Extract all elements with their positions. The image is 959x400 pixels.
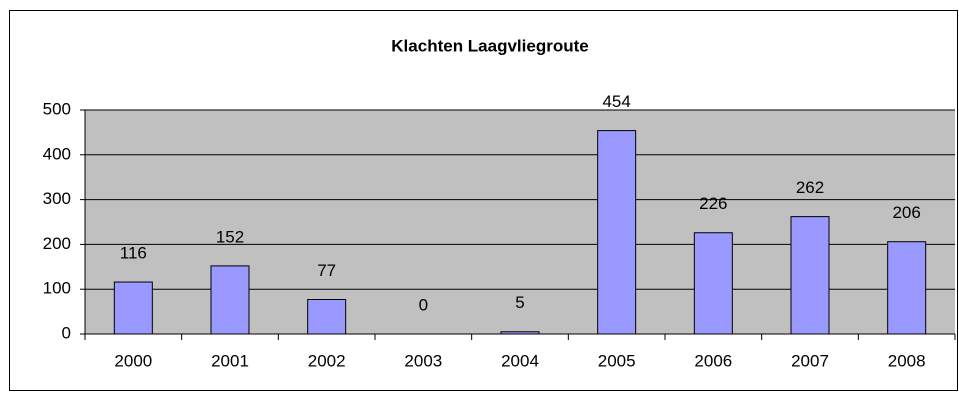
data-label: 226 — [699, 194, 727, 213]
bar — [693, 232, 733, 335]
y-tick-label: 400 — [43, 144, 71, 163]
data-label: 152 — [216, 227, 244, 246]
y-tick-label: 100 — [43, 279, 71, 298]
x-tick-label: 2005 — [598, 351, 636, 370]
bar — [887, 241, 927, 335]
y-tick-label: 200 — [43, 234, 71, 253]
x-tick-label: 2003 — [404, 351, 442, 370]
bar — [597, 130, 637, 335]
bar — [210, 265, 250, 335]
x-tick-label: 2004 — [501, 351, 539, 370]
bar — [790, 216, 830, 335]
y-tick-label: 500 — [43, 99, 71, 118]
bar — [113, 281, 153, 335]
x-tick-label: 2000 — [114, 351, 152, 370]
chart-title: Klachten Laagvliegroute — [391, 36, 588, 55]
data-label: 454 — [602, 92, 630, 111]
data-label: 5 — [515, 293, 524, 312]
data-label: 262 — [796, 178, 824, 197]
data-label: 206 — [892, 203, 920, 222]
x-tick-label: 2006 — [694, 351, 732, 370]
y-tick-label: 300 — [43, 189, 71, 208]
y-tick-label: 0 — [62, 323, 71, 342]
x-tick-label: 2002 — [308, 351, 346, 370]
x-tick-label: 2007 — [791, 351, 829, 370]
bar — [500, 331, 540, 335]
data-label: 0 — [419, 295, 428, 314]
x-tick-label: 2008 — [888, 351, 926, 370]
x-tick-label: 2001 — [211, 351, 249, 370]
bar — [307, 299, 347, 335]
data-label: 77 — [317, 261, 336, 280]
data-label: 116 — [120, 244, 147, 263]
